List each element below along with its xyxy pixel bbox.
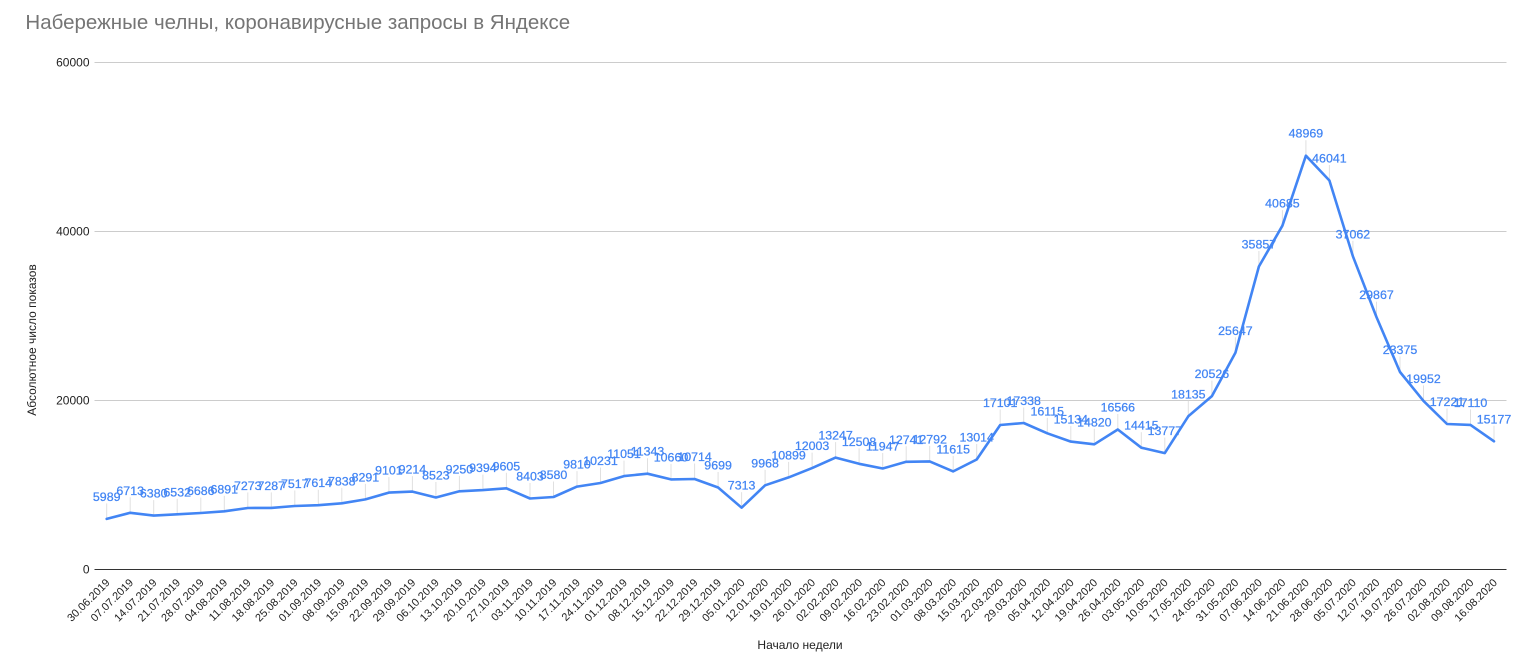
- svg-text:19952: 19952: [1406, 372, 1441, 386]
- svg-text:7517: 7517: [281, 477, 309, 491]
- svg-text:Начало недели: Начало недели: [757, 638, 842, 652]
- svg-text:11051: 11051: [607, 447, 641, 461]
- svg-text:10231: 10231: [583, 454, 618, 468]
- svg-text:13247: 13247: [818, 429, 853, 443]
- svg-text:20526: 20526: [1195, 367, 1230, 381]
- svg-text:6380: 6380: [140, 487, 168, 501]
- svg-text:12508: 12508: [842, 435, 877, 449]
- svg-text:40685: 40685: [1265, 197, 1300, 211]
- svg-text:6532: 6532: [163, 485, 191, 499]
- svg-text:15177: 15177: [1477, 412, 1512, 426]
- svg-text:16566: 16566: [1101, 401, 1136, 415]
- svg-text:11947: 11947: [866, 440, 900, 454]
- svg-text:12792: 12792: [912, 432, 947, 446]
- svg-text:17101: 17101: [983, 396, 1018, 410]
- svg-text:17110: 17110: [1454, 396, 1488, 410]
- svg-text:10660: 10660: [654, 450, 689, 464]
- svg-text:9968: 9968: [751, 456, 779, 470]
- svg-text:11343: 11343: [631, 445, 665, 459]
- svg-text:12003: 12003: [795, 439, 830, 453]
- svg-text:10714: 10714: [677, 450, 712, 464]
- svg-text:7838: 7838: [328, 474, 356, 488]
- svg-text:35857: 35857: [1242, 238, 1277, 252]
- svg-text:25647: 25647: [1218, 324, 1253, 338]
- svg-text:9250: 9250: [446, 462, 474, 476]
- svg-text:8580: 8580: [540, 468, 568, 482]
- svg-text:40000: 40000: [56, 224, 90, 238]
- svg-text:7287: 7287: [258, 479, 286, 493]
- svg-text:9101: 9101: [375, 464, 403, 478]
- svg-text:6713: 6713: [116, 484, 144, 498]
- svg-text:11615: 11615: [936, 442, 970, 456]
- svg-text:15134: 15134: [1054, 413, 1089, 427]
- svg-text:18135: 18135: [1171, 387, 1206, 401]
- svg-text:60000: 60000: [56, 55, 90, 69]
- svg-text:Абсолютное число показов: Абсолютное число показов: [25, 264, 39, 416]
- svg-text:48969: 48969: [1289, 127, 1324, 141]
- svg-text:14415: 14415: [1124, 419, 1159, 433]
- svg-text:9810: 9810: [563, 458, 591, 472]
- svg-text:7313: 7313: [728, 479, 756, 493]
- svg-text:23375: 23375: [1383, 343, 1418, 357]
- svg-text:13777: 13777: [1148, 424, 1183, 438]
- svg-text:13014: 13014: [959, 431, 994, 445]
- svg-text:6891: 6891: [211, 482, 239, 496]
- svg-text:17338: 17338: [1006, 394, 1041, 408]
- svg-text:14820: 14820: [1077, 415, 1112, 429]
- svg-text:9214: 9214: [399, 463, 427, 477]
- svg-text:37062: 37062: [1336, 227, 1371, 241]
- svg-text:8523: 8523: [422, 469, 450, 483]
- svg-text:9605: 9605: [493, 459, 521, 473]
- svg-text:6686: 6686: [187, 484, 215, 498]
- svg-text:10899: 10899: [771, 448, 806, 462]
- svg-text:9394: 9394: [469, 461, 497, 475]
- svg-text:7273: 7273: [234, 479, 262, 493]
- svg-text:5989: 5989: [93, 490, 121, 504]
- svg-text:7614: 7614: [305, 476, 333, 490]
- svg-text:0: 0: [83, 562, 90, 576]
- svg-text:12741: 12741: [889, 433, 924, 447]
- svg-text:8403: 8403: [516, 470, 544, 484]
- svg-text:8291: 8291: [352, 470, 380, 484]
- svg-text:17221: 17221: [1430, 395, 1465, 409]
- svg-text:16115: 16115: [1031, 404, 1065, 418]
- svg-text:46041: 46041: [1312, 152, 1347, 166]
- svg-text:29867: 29867: [1359, 288, 1394, 302]
- svg-text:20000: 20000: [56, 393, 90, 407]
- svg-text:9699: 9699: [704, 459, 732, 473]
- svg-text:Набережные челны, коронавирусн: Набережные челны, коронавирусные запросы…: [25, 11, 570, 34]
